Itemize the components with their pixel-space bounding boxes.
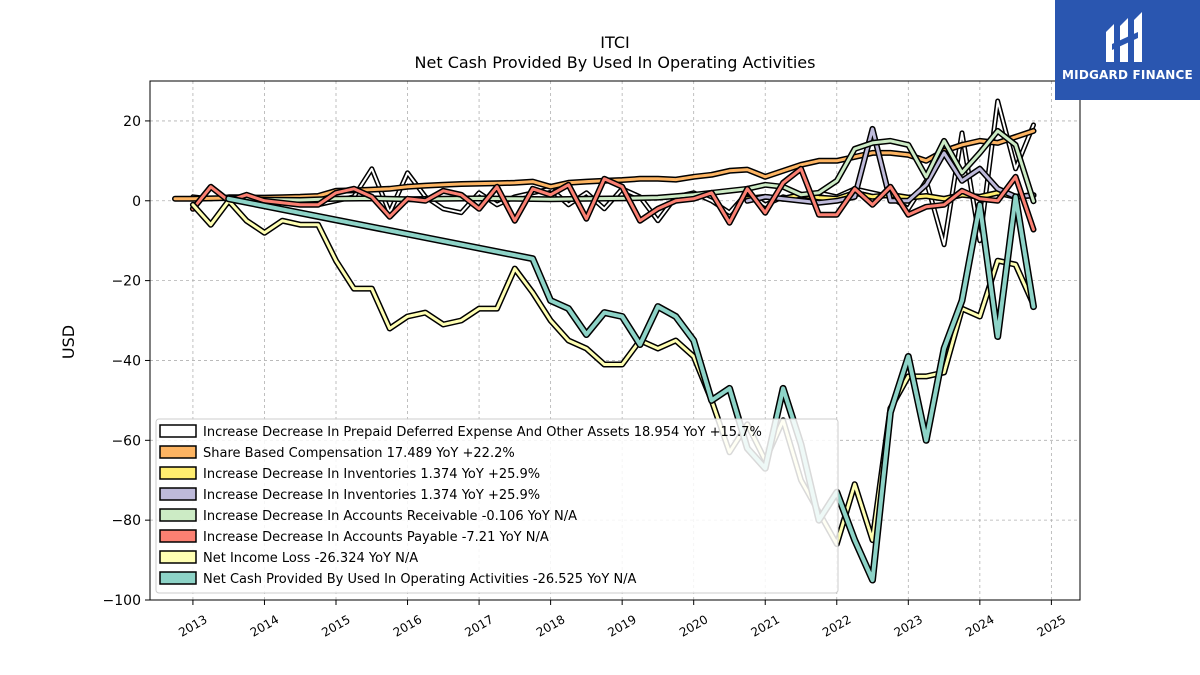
legend-swatch-7 xyxy=(159,571,197,585)
x-tick-label: 2014 xyxy=(248,612,281,639)
legend-label-0: Increase Decrease In Prepaid Deferred Ex… xyxy=(203,425,762,440)
x-tick-label: 2016 xyxy=(391,612,424,639)
legend-swatch-6 xyxy=(159,550,197,564)
legend-swatch-0 xyxy=(159,424,197,438)
chart-subtitle: Net Cash Provided By Used In Operating A… xyxy=(415,53,816,72)
y-axis-label: USD xyxy=(59,325,78,359)
plot-frame xyxy=(149,80,1081,601)
x-tick-label: 2017 xyxy=(462,612,495,639)
x-tick-label: 2021 xyxy=(749,612,782,639)
x-tick-label: 2019 xyxy=(605,612,638,639)
x-tick-label: 2022 xyxy=(820,612,853,639)
x-tick-label: 2024 xyxy=(963,612,996,639)
y-tick-label: 0 xyxy=(132,194,141,210)
legend-swatch-2 xyxy=(159,466,197,480)
legend-label-3: Increase Decrease In Inventories 1.374 Y… xyxy=(203,488,540,503)
legend-label-2: Increase Decrease In Inventories 1.374 Y… xyxy=(203,467,540,482)
x-axis-ticks: 2013 2014 2015 2016 2017 2018 2019 2020 2021 2022… xyxy=(176,600,1068,640)
brand-name: MIDGARD FINANCE xyxy=(1062,68,1193,82)
legend-label-5: Increase Decrease In Accounts Payable -7… xyxy=(203,530,549,545)
y-tick-label: −100 xyxy=(103,593,141,609)
x-tick-label: 2013 xyxy=(176,612,209,639)
y-tick-label: −60 xyxy=(111,433,141,449)
legend-swatch-4 xyxy=(159,508,197,522)
legend-label-6: Net Income Loss -26.324 YoY N/A xyxy=(203,551,418,566)
y-axis-ticks: 20 0 −20 −40 −60 −80 −100 xyxy=(103,114,150,609)
y-tick-label: −20 xyxy=(111,274,141,290)
y-tick-label: −80 xyxy=(111,513,141,529)
x-tick-label: 2018 xyxy=(534,612,567,639)
x-tick-label: 2020 xyxy=(677,612,710,639)
legend-label-4: Increase Decrease In Accounts Receivable… xyxy=(203,509,577,524)
legend-label-7: Net Cash Provided By Used In Operating A… xyxy=(203,572,637,587)
y-tick-label: 20 xyxy=(123,114,141,130)
legend-swatch-5 xyxy=(159,529,197,543)
legend-swatch-3 xyxy=(159,487,197,501)
legend-swatch-1 xyxy=(159,445,197,459)
legend: Increase Decrease In Prepaid Deferred Ex… xyxy=(155,418,839,594)
series-line-5 xyxy=(191,167,1035,231)
legend-box xyxy=(155,418,839,594)
y-tick-label: −40 xyxy=(111,353,141,369)
chart-title: ITCI xyxy=(600,33,629,52)
x-tick-label: 2023 xyxy=(892,612,925,639)
series-line-3 xyxy=(745,127,1035,205)
x-tick-label: 2015 xyxy=(319,612,352,639)
legend-label-1: Share Based Compensation 17.489 YoY +22.… xyxy=(203,446,515,461)
brand-logo: MIDGARD FINANCE xyxy=(1055,0,1200,100)
brand-mark-icon xyxy=(1106,12,1142,62)
x-tick-label: 2025 xyxy=(1035,612,1068,639)
